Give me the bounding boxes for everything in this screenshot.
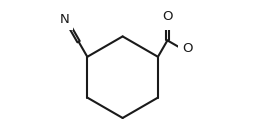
Text: O: O (182, 42, 193, 55)
Text: O: O (162, 10, 173, 23)
Text: N: N (60, 13, 70, 26)
